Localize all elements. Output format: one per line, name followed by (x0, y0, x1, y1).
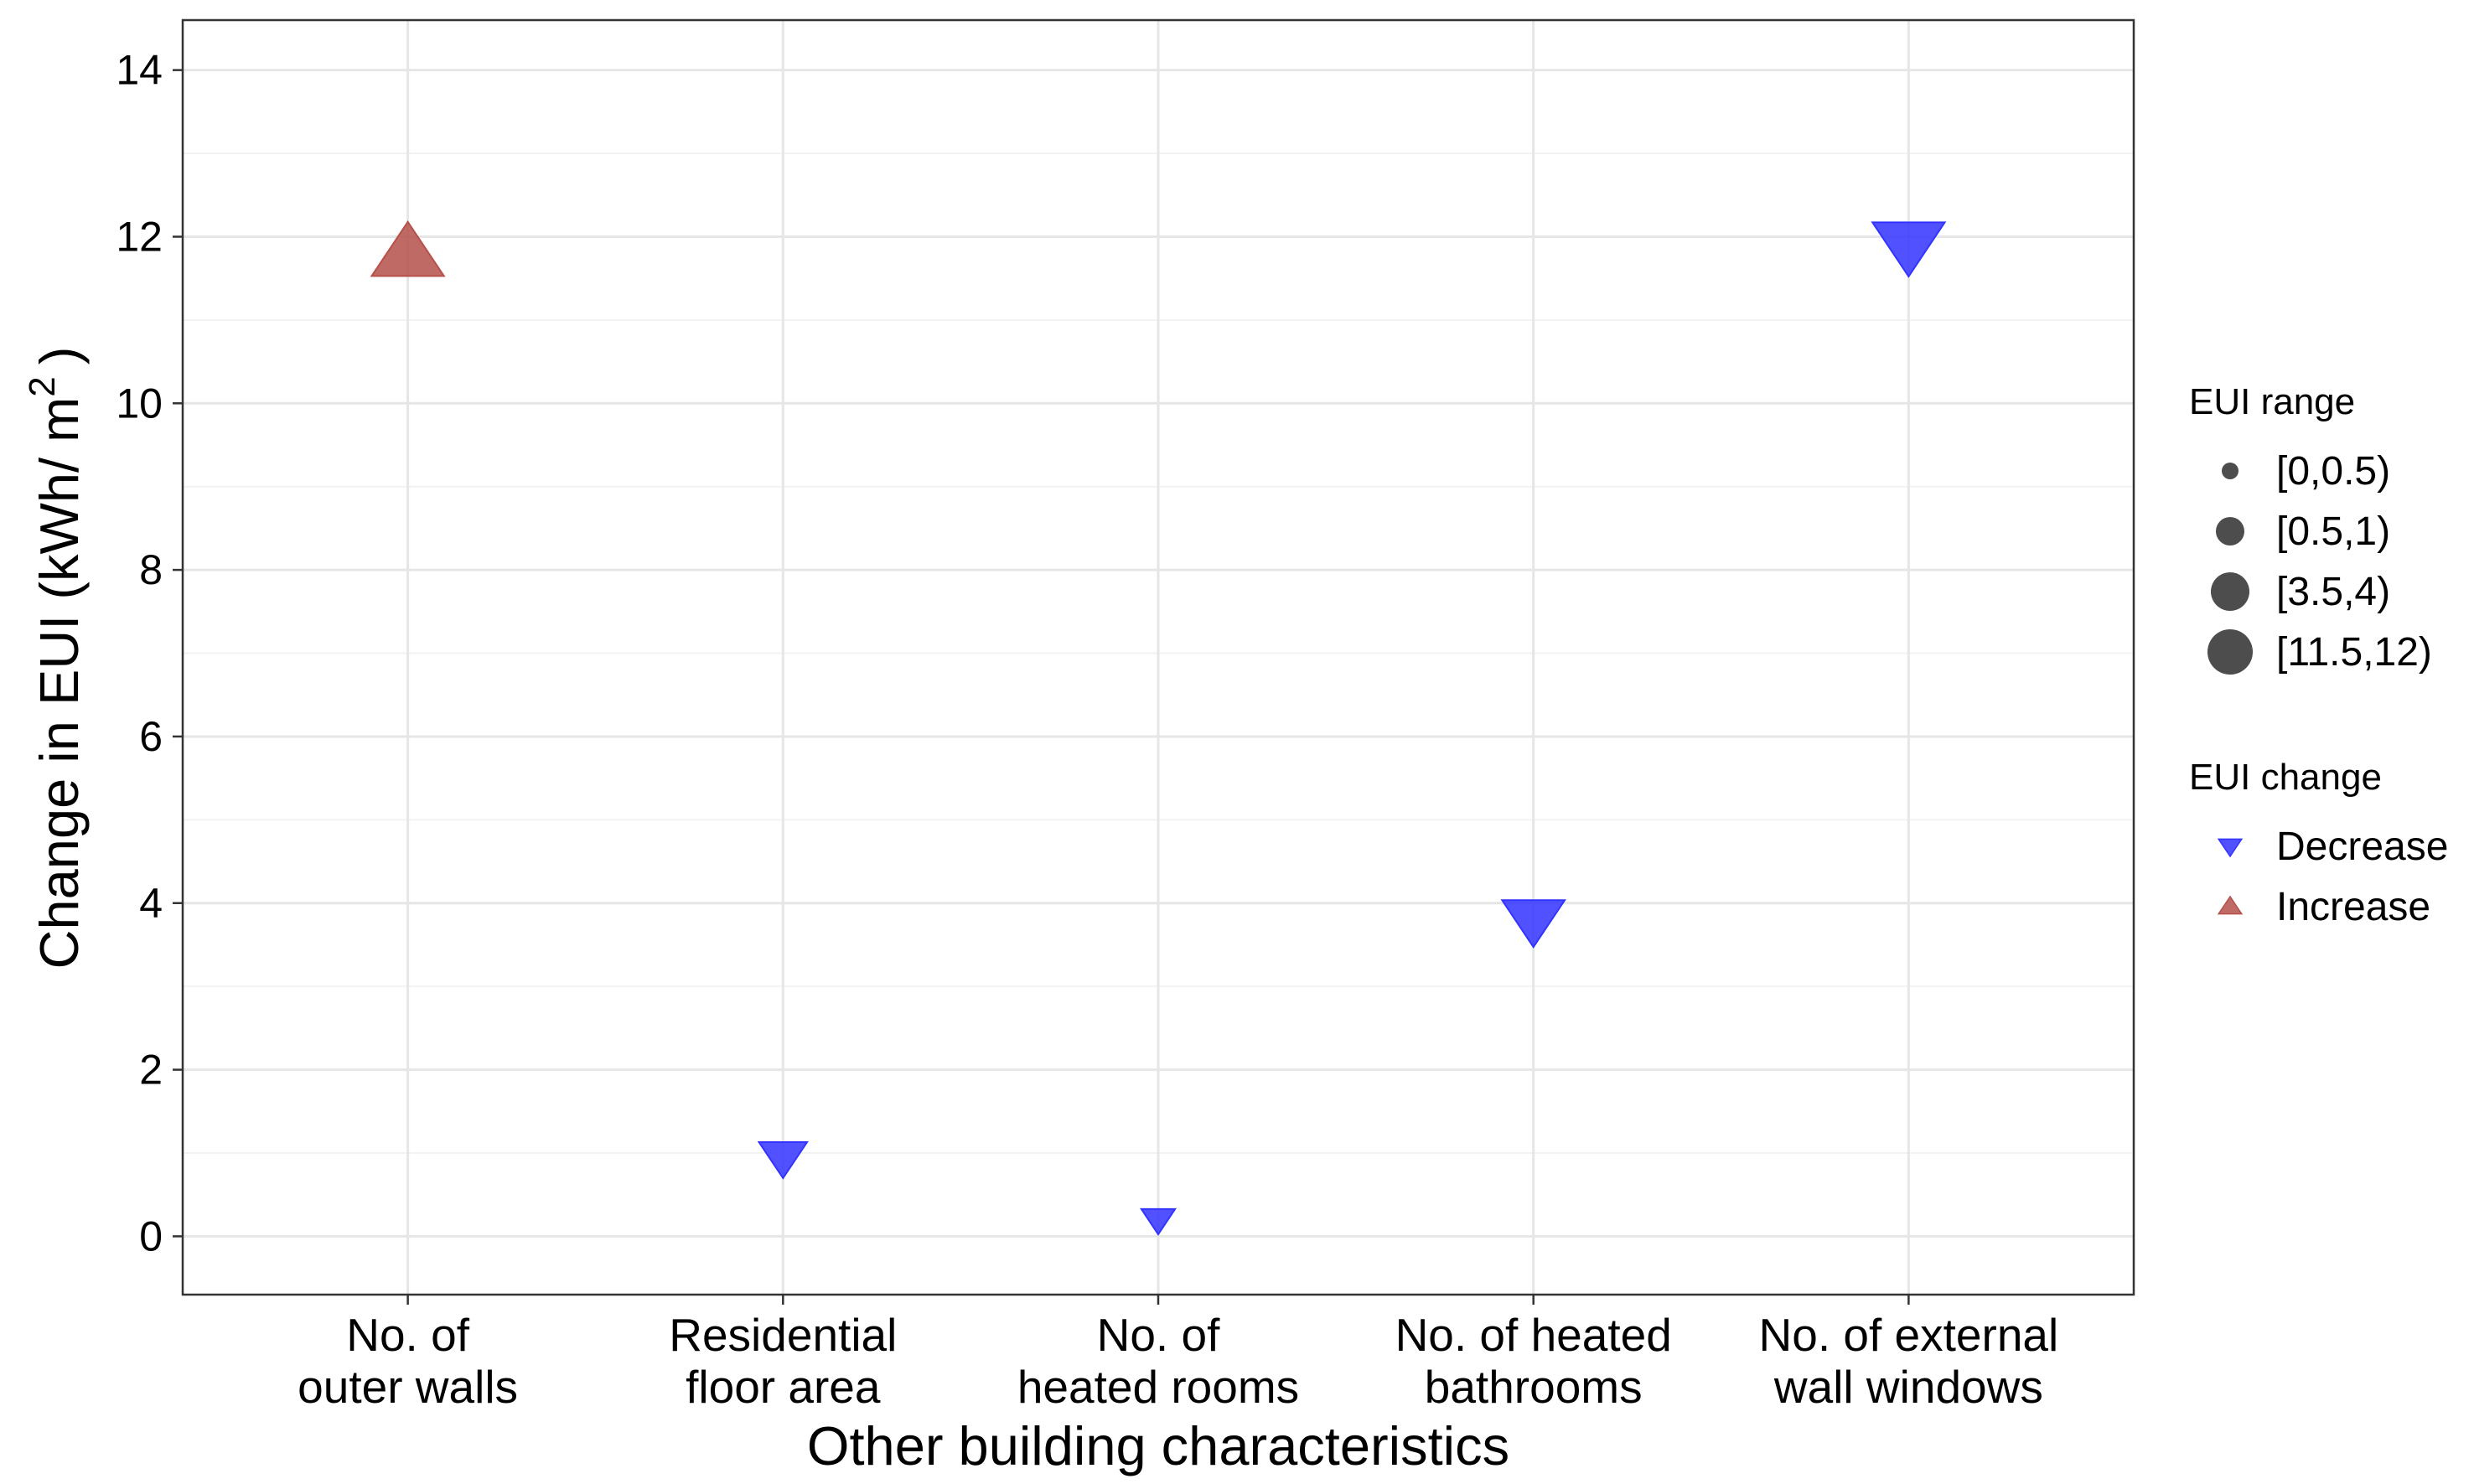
x-axis: No. of outer walls Residential floor area No… (298, 1295, 2058, 1413)
y-tick-label: 2 (139, 1047, 163, 1094)
y-axis-title: Change in EUI (kWh/ m2) (22, 347, 90, 970)
legend-shape-key-decrease (2217, 838, 2244, 858)
legend-shape-label: Decrease (2276, 825, 2448, 869)
x-tick-label: No. of external wall windows (1759, 1309, 2059, 1413)
y-axis: 0 2 4 6 8 10 12 14 (116, 47, 183, 1259)
data-point-increase (370, 220, 446, 277)
data-point-decrease (1871, 221, 1947, 278)
y-tick-label: 0 (139, 1213, 163, 1259)
legend-shape-label: Increase (2276, 885, 2430, 929)
x-tick-label: No. of heated bathrooms (1395, 1309, 1672, 1413)
legend-size-label: [0,0.5) (2276, 449, 2390, 494)
legend-size-key (2216, 517, 2244, 546)
y-tick-label: 8 (139, 546, 163, 593)
x-tick-label: No. of outer walls (298, 1309, 518, 1413)
legend-eui-range: EUI range [0,0.5) [0.5,1) [3.5,4) [11.5,12) (2189, 381, 2432, 675)
legend-size-label: [11.5,12) (2276, 630, 2432, 675)
legend-size-key (2222, 463, 2239, 479)
y-tick-label: 4 (139, 880, 163, 927)
data-point-decrease (1500, 899, 1566, 949)
y-tick-label: 10 (116, 380, 163, 427)
legend-size-label: [0.5,1) (2276, 509, 2390, 554)
legend-shape-key-increase (2217, 895, 2244, 915)
data-point-decrease (757, 1140, 809, 1180)
y-tick-label: 14 (116, 47, 163, 94)
legend-size-key (2207, 629, 2253, 675)
legend-size-label: [3.5,4) (2276, 570, 2390, 614)
data-point-decrease (1140, 1207, 1177, 1236)
x-axis-title: Other building characteristics (807, 1415, 1509, 1476)
grid (183, 20, 2134, 1295)
data-points (370, 220, 1947, 1236)
legend-shape-title: EUI change (2189, 757, 2382, 798)
x-tick-label: Residential floor area (669, 1309, 897, 1413)
legend-size-title: EUI range (2189, 381, 2355, 422)
legend-eui-change: EUI change Decrease Increase (2189, 757, 2448, 929)
legend-size-key (2211, 572, 2249, 611)
x-tick-label: No. of heated rooms (1017, 1309, 1299, 1413)
y-tick-label: 6 (139, 713, 163, 760)
y-tick-label: 12 (116, 213, 163, 260)
